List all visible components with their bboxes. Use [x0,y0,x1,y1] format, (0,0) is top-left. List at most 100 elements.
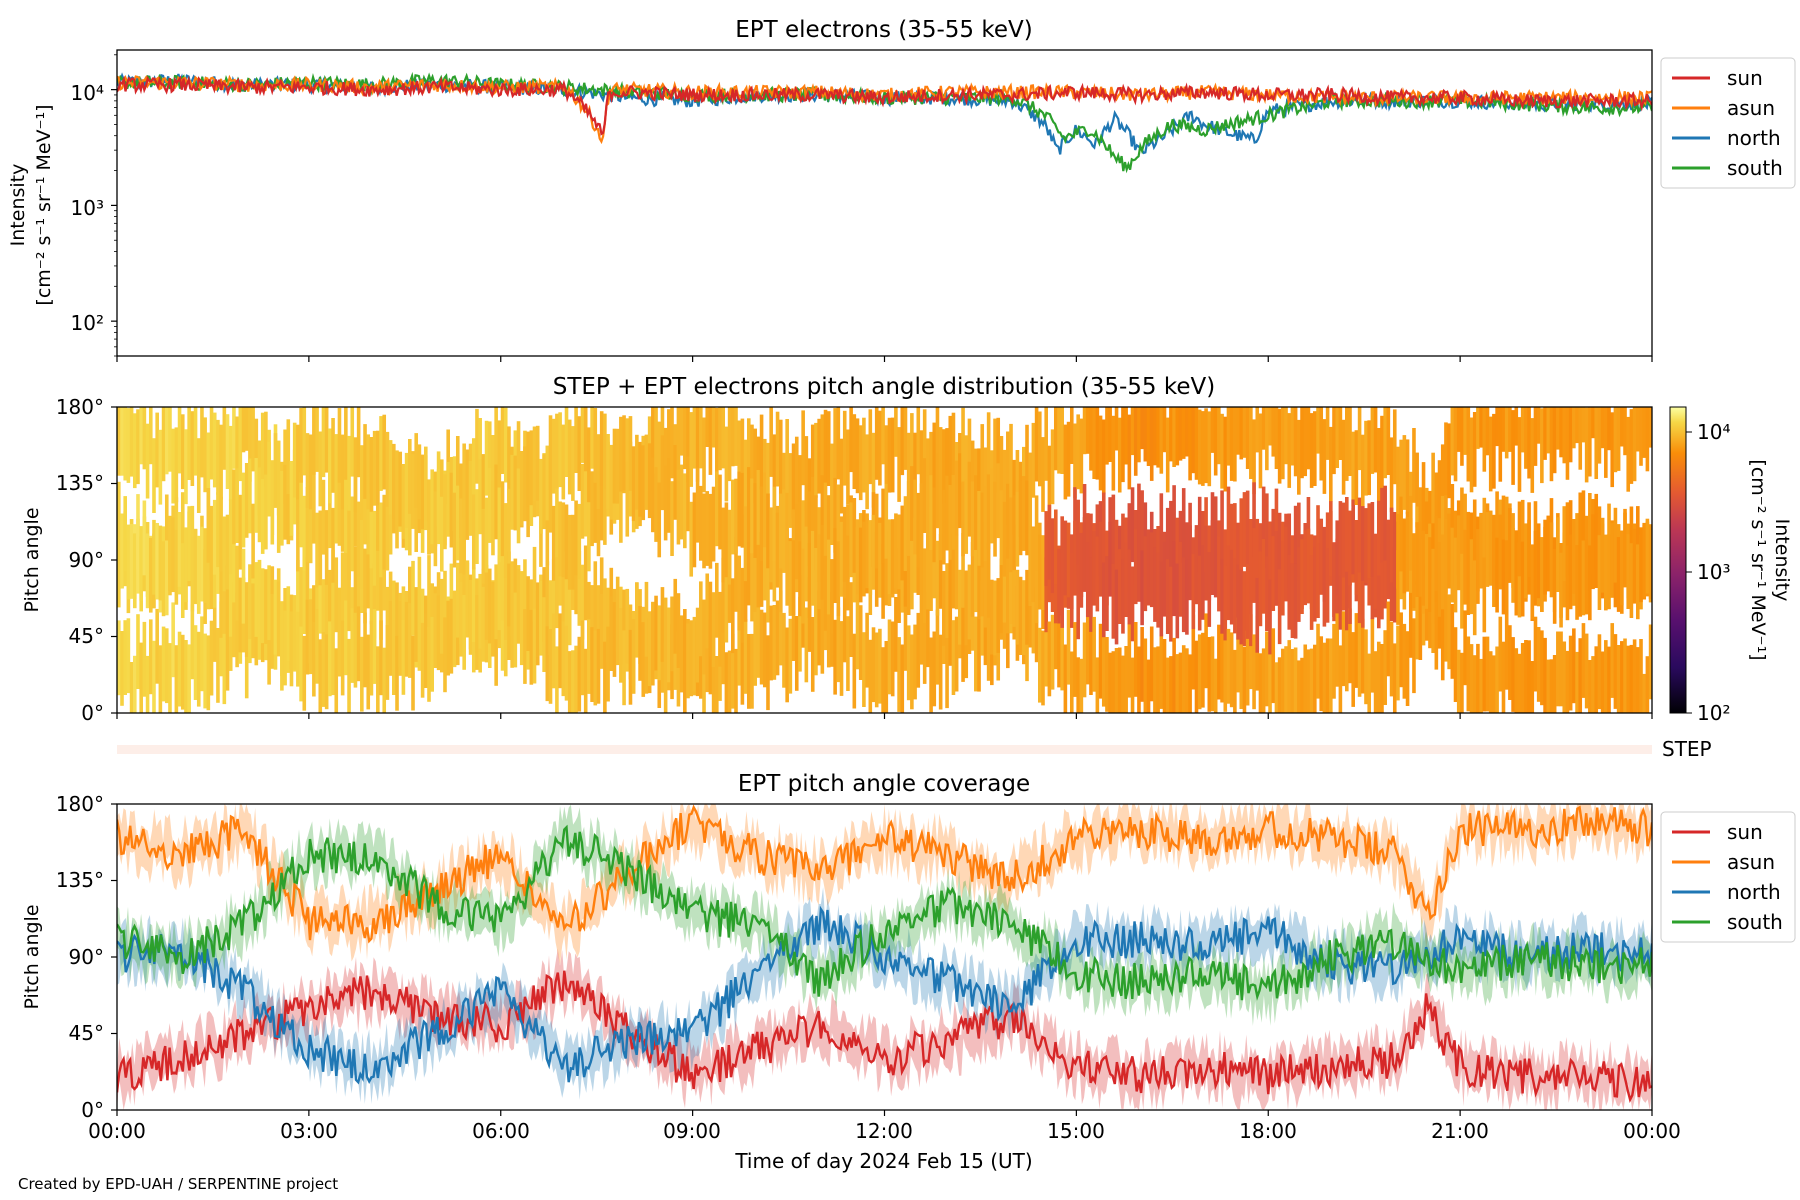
pad-cell [408,439,412,514]
coverage-ytick-90: 90° [69,945,104,969]
intensity-ylabel-line1: Intensity [7,164,29,247]
pad-cell [177,407,182,474]
pad-cell [1380,544,1384,620]
pad-cell [1511,637,1515,712]
pad-cell [471,567,476,643]
pad-cell [1165,417,1170,493]
pad-cell [1434,594,1439,670]
pad-cell [868,520,873,595]
pad-cell [1610,412,1615,488]
pad-cell [132,413,137,489]
pad-cell [1546,659,1551,713]
pad-cell [986,606,991,681]
pad-cell [1101,631,1106,707]
pad-cell [1540,408,1544,484]
pad-cell [401,464,406,539]
pad-cell [321,632,326,707]
pad-cell [881,647,885,713]
pad-cell [778,419,783,495]
pad-cell [772,486,777,562]
pad-cell [369,549,374,625]
pad-cell [507,488,511,564]
intensity-ytick-1000: 10³ [71,196,104,220]
pad-cell [372,510,377,586]
pad-cell [417,556,422,632]
pad-cell [548,415,553,491]
pad-cell [1217,624,1221,700]
pad-cell [884,483,889,559]
pad-cell [1293,647,1298,713]
pad-cell [1031,422,1036,498]
pad-cell [1076,564,1080,640]
pad-cell [778,537,783,613]
pad-cell [906,432,911,508]
pad-cell [996,578,1001,653]
pad-cell [820,414,825,490]
pad-cell [1124,542,1128,617]
pad-cell [1578,638,1583,713]
pad-cell [1223,416,1228,492]
pad-cell [1085,407,1090,454]
pad-cell [337,408,342,483]
pad-cell [1233,503,1237,578]
pad-cell [340,477,345,552]
xtick-label-0000: 00:00 [88,1119,146,1143]
pad-cell [1447,594,1451,670]
pad-cell [1450,407,1455,476]
pad-cell [606,434,610,509]
pad-cell [935,609,940,685]
pad-cell [248,458,252,534]
pad-cell [1642,407,1647,458]
pad-cell [756,532,761,608]
pad-cell [305,557,310,632]
pad-cell [727,509,732,585]
pad-cell [702,493,706,569]
pad-cell [1255,407,1260,453]
pad-cell [890,417,895,493]
pad-cell [983,590,988,666]
pad-cell [184,640,188,713]
coverage-ytick-135: 135° [56,868,104,892]
pad-cell [1412,428,1416,503]
pad-cell [235,468,239,543]
pad-cell [1511,410,1515,485]
pad-cell [366,533,371,609]
pad-cell [823,482,828,558]
pad-cell [1335,520,1340,596]
pad-cell [292,595,297,670]
pad-cell [737,420,741,496]
pad-cell [791,540,796,615]
pad-cell [158,645,163,713]
pad-cell [312,621,316,697]
pad-cell [1354,430,1359,505]
pad-cell [676,407,681,481]
pad-cell [1485,407,1490,456]
pad-cell [1092,530,1096,606]
pad-cell [526,431,530,507]
pad-cell [1002,547,1007,623]
pad-cell [718,474,722,550]
pad-cell [232,407,236,469]
pad-cell [778,590,783,666]
pad-cell [1517,653,1522,713]
pad-cell [1105,556,1109,631]
pad-cell [913,432,917,508]
pad-cell [318,431,323,507]
pad-cell [1402,435,1407,510]
pad-cell [961,533,965,608]
pad-cell [1258,653,1263,713]
pad-cell [1265,631,1269,707]
pad-cell [1559,552,1563,628]
pad-cell [849,582,853,657]
pad-cell [1137,527,1141,602]
pad-cell [932,631,937,707]
pad-cell [1108,652,1112,713]
pad-cell [1588,407,1592,477]
pad-cell [503,407,508,483]
pad-cell [551,418,556,494]
pad-cell [1367,503,1371,579]
pad-cell [411,560,415,636]
pad-cell [337,471,342,546]
pad-cell [1140,550,1144,626]
pad-cell [1252,634,1256,710]
